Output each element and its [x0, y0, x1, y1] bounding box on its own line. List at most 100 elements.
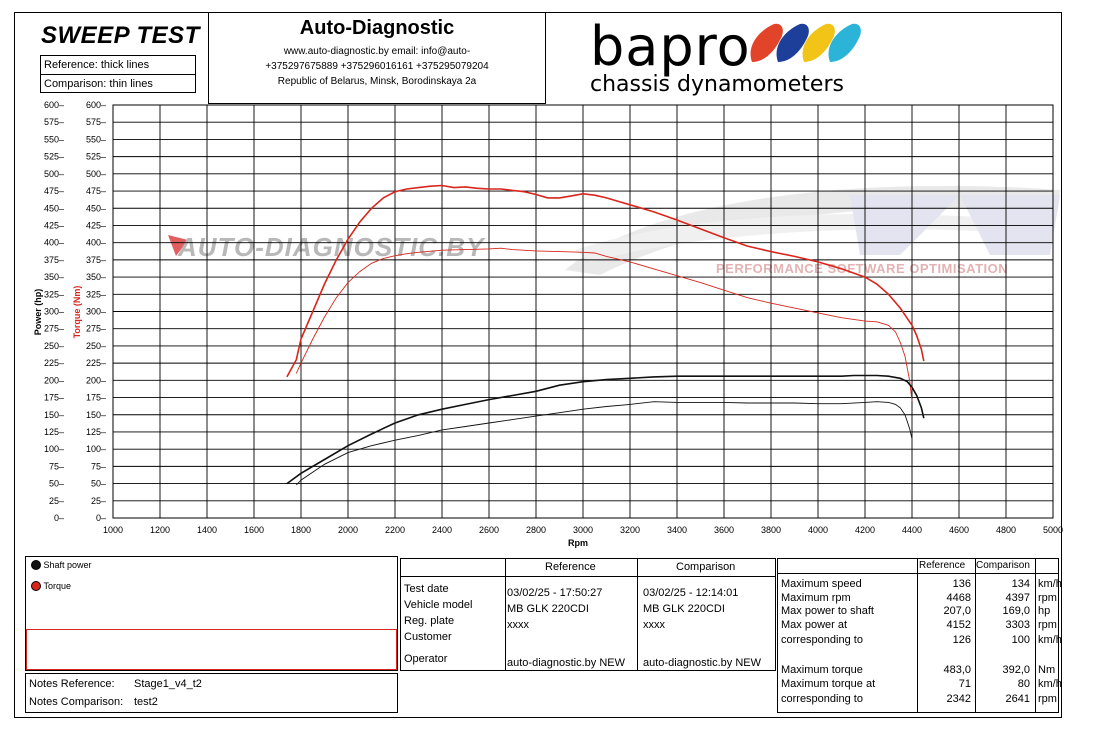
- y-tick-label-power: 275–: [44, 324, 64, 334]
- y-axis-label-torque: Torque (Nm): [72, 286, 82, 339]
- y-tick-label-torque: 0–: [96, 513, 106, 523]
- reference-style-label: Reference: thick lines: [41, 56, 195, 75]
- info-row-comparison: 03/02/25 - 12:14:01: [643, 587, 739, 599]
- y-tick-label-torque: 500–: [86, 169, 106, 179]
- result-row-label: Maximum rpm: [781, 592, 851, 604]
- result-row-comparison: 134: [1011, 578, 1030, 590]
- contact-phones: +375297675889 +375296016161 +37529507920…: [265, 61, 489, 72]
- x-tick-label: 4200: [855, 525, 875, 535]
- result-row-label: Max power at: [781, 619, 848, 631]
- watermark-text: AUTO-DIAGNOSTIC.BY: [178, 232, 485, 262]
- info-row-reference: xxxx: [507, 619, 529, 631]
- results-col-comparison: Comparison: [976, 560, 1030, 571]
- y-tick-label-power: 350–: [44, 272, 64, 282]
- y-tick-label-power: 575–: [44, 117, 64, 127]
- info-col-comparison: Comparison: [676, 561, 736, 573]
- result-row-unit: km/h: [1038, 578, 1062, 590]
- x-axis-label: Rpm: [568, 538, 588, 548]
- x-tick-label: 4800: [996, 525, 1016, 535]
- series-line-shaft-power-reference: [286, 374, 925, 485]
- contact-web-email: www.auto-diagnostic.by email: info@auto-: [283, 46, 471, 57]
- info-col-reference: Reference: [545, 561, 596, 573]
- brand-logo-text: bapro: [590, 15, 751, 78]
- info-row-reference: 03/02/25 - 17:50:27: [507, 587, 603, 599]
- y-tick-label-torque: 175–: [86, 393, 106, 403]
- result-row-comparison: 4397: [1005, 592, 1030, 604]
- result-row-reference: 4152: [946, 619, 971, 631]
- y-tick-label-power: 375–: [44, 255, 64, 265]
- legend-dot-icon: [31, 560, 41, 570]
- chart-series: [286, 184, 925, 486]
- x-tick-label: 3800: [761, 525, 781, 535]
- y-tick-label-power: 250–: [44, 341, 64, 351]
- y-tick-label-torque: 275–: [86, 324, 106, 334]
- x-tick-label: 3600: [714, 525, 734, 535]
- y-tick-label-power: 400–: [44, 238, 64, 248]
- y-tick-label-torque: 375–: [86, 255, 106, 265]
- y-axis-label-power: Power (hp): [33, 289, 43, 336]
- notes-reference-label: Notes Reference:: [29, 678, 115, 690]
- contact-block: Auto-Diagnostic www.auto-diagnostic.by e…: [208, 13, 546, 104]
- test-info-table: Reference Comparison Test date 03/02/25 -…: [400, 558, 776, 671]
- y-tick-label-power: 125–: [44, 427, 64, 437]
- result-row-comparison: 2641: [1005, 693, 1030, 705]
- notes-comparison-value: test2: [134, 696, 158, 708]
- report-frame: [14, 12, 1062, 718]
- y-tick-label-power: 325–: [44, 289, 64, 299]
- result-row-reference: 71: [958, 678, 971, 690]
- info-row-reference: auto-diagnostic.by NEW: [507, 657, 625, 669]
- result-row-reference: 4468: [946, 592, 971, 604]
- y-tick-label-torque: 575–: [86, 117, 106, 127]
- y-tick-label-torque: 25–: [91, 496, 106, 506]
- legend-red-frame: [26, 629, 397, 670]
- legend-item-power: Shaft power: [31, 560, 92, 572]
- chart-grid: [112, 104, 1054, 519]
- legend-dot-icon: [31, 581, 41, 591]
- result-row-comparison: 392,0: [1002, 664, 1030, 676]
- x-tick-label: 5000: [1043, 525, 1063, 535]
- x-tick-label: 3000: [573, 525, 593, 535]
- y-tick-label-power: 550–: [44, 134, 64, 144]
- y-tick-label-torque: 600–: [86, 100, 106, 110]
- y-tick-label-torque: 550–: [86, 134, 106, 144]
- series-line-shaft-power-comparison: [295, 401, 913, 486]
- result-row-unit: rpm: [1038, 619, 1057, 631]
- y-tick-label-power: 425–: [44, 220, 64, 230]
- x-tick-label: 2200: [385, 525, 405, 535]
- series-legend-panel: Shaft power Torque: [25, 556, 398, 671]
- result-row-label: corresponding to: [781, 693, 863, 705]
- y-tick-label-power: 175–: [44, 393, 64, 403]
- y-tick-label-torque: 75–: [91, 461, 106, 471]
- y-tick-label-torque: 150–: [86, 410, 106, 420]
- x-tick-label: 4000: [808, 525, 828, 535]
- y-tick-label-torque: 125–: [86, 427, 106, 437]
- result-row-reference: 207,0: [943, 605, 971, 617]
- y-tick-label-power: 150–: [44, 410, 64, 420]
- result-row-unit: km/h: [1038, 678, 1062, 690]
- y-tick-label-torque: 225–: [86, 358, 106, 368]
- result-row-unit: rpm: [1038, 592, 1057, 604]
- y-tick-label-power: 300–: [44, 307, 64, 317]
- x-tick-label: 1800: [291, 525, 311, 535]
- result-row-label: Maximum torque at: [781, 678, 876, 690]
- series-line-torque-comparison: [295, 247, 913, 402]
- x-tick-label: 1400: [197, 525, 217, 535]
- result-row-reference: 136: [952, 578, 971, 590]
- x-tick-label: 3400: [667, 525, 687, 535]
- result-row-comparison: 80: [1017, 678, 1030, 690]
- y-tick-label-torque: 300–: [86, 307, 106, 317]
- brand-tagline: chassis dynamometers: [590, 72, 844, 97]
- x-tick-label: 1200: [150, 525, 170, 535]
- info-row-reference: MB GLK 220CDI: [507, 603, 589, 615]
- y-tick-label-torque: 350–: [86, 272, 106, 282]
- y-tick-label-power: 600–: [44, 100, 64, 110]
- y-tick-label-torque: 50–: [91, 479, 106, 489]
- info-row-label: Operator: [404, 653, 448, 665]
- result-row-comparison: 3303: [1005, 619, 1030, 631]
- y-tick-label-torque: 525–: [86, 152, 106, 162]
- y-tick-label-torque: 250–: [86, 341, 106, 351]
- line-style-legend: Reference: thick lines Comparison: thin …: [40, 55, 196, 93]
- y-tick-label-power: 50–: [49, 479, 64, 489]
- company-name: Auto-Diagnostic: [299, 17, 455, 39]
- y-tick-label-power: 525–: [44, 152, 64, 162]
